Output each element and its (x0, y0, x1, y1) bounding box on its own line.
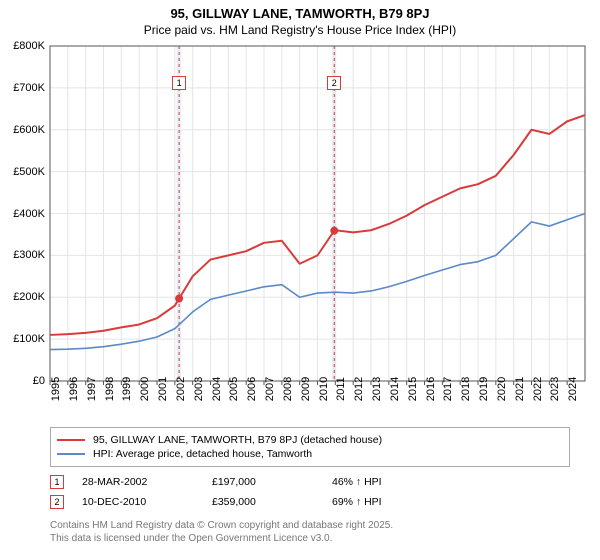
y-axis-tick: £700K (0, 82, 45, 94)
x-axis-tick: 2019 (478, 377, 490, 401)
x-axis-tick: 1996 (68, 377, 80, 401)
sale-row-marker: 2 (50, 495, 64, 509)
x-axis-tick: 1997 (86, 377, 98, 401)
legend-swatch (57, 453, 85, 455)
x-axis-tick: 2005 (228, 377, 240, 401)
y-axis-tick: £100K (0, 333, 45, 345)
x-axis-tick: 2023 (549, 377, 561, 401)
attribution-line2: This data is licensed under the Open Gov… (50, 532, 570, 545)
legend-item: HPI: Average price, detached house, Tamw… (57, 448, 563, 460)
sale-row: 2 10-DEC-2010£359,00069% ↑ HPI (50, 495, 570, 509)
y-axis-tick: £200K (0, 291, 45, 303)
legend: 95, GILLWAY LANE, TAMWORTH, B79 8PJ (det… (50, 427, 570, 467)
legend-label: HPI: Average price, detached house, Tamw… (93, 448, 312, 460)
sale-row: 1 28-MAR-2002£197,00046% ↑ HPI (50, 475, 570, 489)
y-axis-tick: £0 (0, 375, 45, 387)
legend-label: 95, GILLWAY LANE, TAMWORTH, B79 8PJ (det… (93, 434, 382, 446)
x-axis-tick: 2015 (407, 377, 419, 401)
y-axis-tick: £600K (0, 124, 45, 136)
sale-date: 10-DEC-2010 (82, 496, 212, 508)
attribution-line1: Contains HM Land Registry data © Crown c… (50, 519, 570, 532)
x-axis-tick: 2007 (264, 377, 276, 401)
x-axis-tick: 2010 (318, 377, 330, 401)
chart-area: £0 £100K £200K £300K £400K £500K £600K £700K £80… (0, 41, 600, 421)
x-axis-tick: 1998 (104, 377, 116, 401)
x-axis-tick: 1995 (50, 377, 62, 401)
x-axis-tick: 2004 (211, 377, 223, 401)
y-axis-tick: £800K (0, 40, 45, 52)
x-axis-tick: 2024 (567, 377, 579, 401)
x-axis-tick: 2021 (514, 377, 526, 401)
chart-title: 95, GILLWAY LANE, TAMWORTH, B79 8PJ (0, 0, 600, 21)
x-axis-tick: 2003 (193, 377, 205, 401)
sale-price: £359,000 (212, 496, 332, 508)
x-axis-tick: 2022 (532, 377, 544, 401)
sale-price: £197,000 (212, 476, 332, 488)
sale-marker-2: 2 (327, 76, 341, 90)
plot-svg (0, 41, 600, 421)
x-axis-tick: 2009 (300, 377, 312, 401)
x-axis-tick: 2002 (175, 377, 187, 401)
x-axis-tick: 2016 (425, 377, 437, 401)
x-axis-tick: 2018 (460, 377, 472, 401)
x-axis-tick: 1999 (121, 377, 133, 401)
x-axis-tick: 2012 (353, 377, 365, 401)
y-axis-tick: £300K (0, 249, 45, 261)
sale-pct: 46% ↑ HPI (332, 476, 452, 488)
x-axis-tick: 2017 (442, 377, 454, 401)
x-axis-tick: 2001 (157, 377, 169, 401)
x-axis-tick: 2014 (389, 377, 401, 401)
sale-marker-1: 1 (172, 76, 186, 90)
attribution: Contains HM Land Registry data © Crown c… (50, 519, 570, 545)
legend-item: 95, GILLWAY LANE, TAMWORTH, B79 8PJ (det… (57, 434, 563, 446)
sale-date: 28-MAR-2002 (82, 476, 212, 488)
sales-table: 1 28-MAR-2002£197,00046% ↑ HPI 2 10-DEC-201… (50, 475, 570, 509)
x-axis-tick: 2013 (371, 377, 383, 401)
x-axis-tick: 2011 (335, 377, 347, 401)
chart-subtitle: Price paid vs. HM Land Registry's House … (0, 21, 600, 41)
legend-swatch (57, 439, 85, 441)
sale-pct: 69% ↑ HPI (332, 496, 452, 508)
sale-row-marker: 1 (50, 475, 64, 489)
y-axis-tick: £500K (0, 166, 45, 178)
x-axis-tick: 2000 (139, 377, 151, 401)
y-axis-tick: £400K (0, 208, 45, 220)
x-axis-tick: 2020 (496, 377, 508, 401)
x-axis-tick: 2008 (282, 377, 294, 401)
x-axis-tick: 2006 (246, 377, 258, 401)
